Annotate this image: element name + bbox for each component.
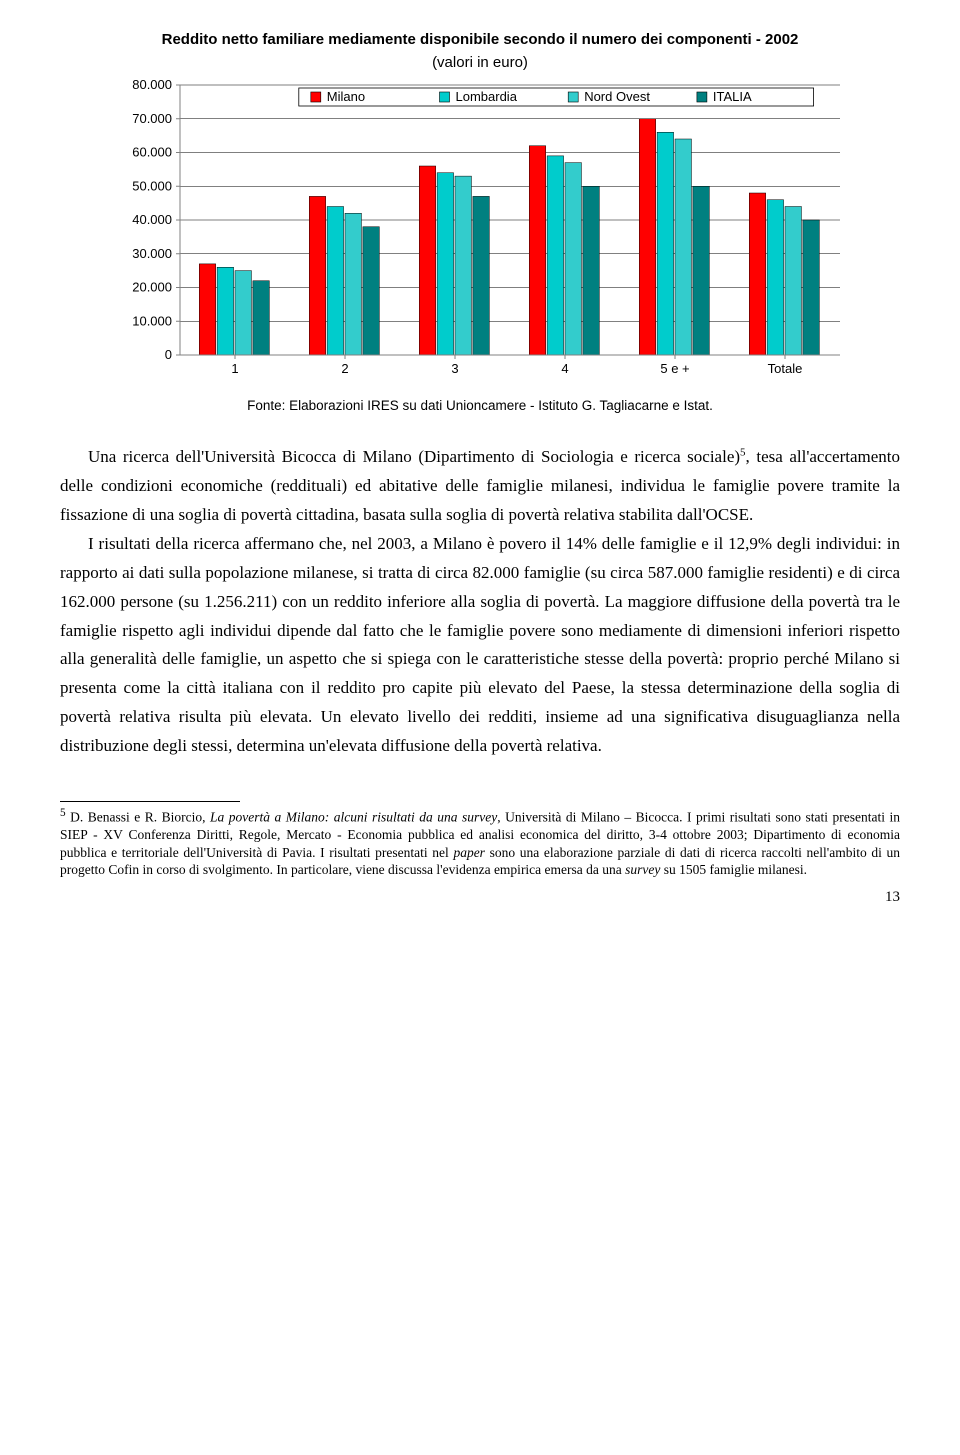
footnote-text-d: paper	[453, 845, 485, 860]
svg-text:40.000: 40.000	[132, 212, 172, 227]
svg-text:70.000: 70.000	[132, 111, 172, 126]
svg-text:1: 1	[231, 361, 238, 376]
svg-text:10.000: 10.000	[132, 314, 172, 329]
chart-source: Fonte: Elaborazioni IRES su dati Unionca…	[60, 398, 900, 413]
chart-title: Reddito netto familiare mediamente dispo…	[60, 30, 900, 50]
svg-text:30.000: 30.000	[132, 246, 172, 261]
footnote-text-b: La povertà a Milano: alcuni risultati da…	[210, 810, 497, 825]
svg-text:5 e +: 5 e +	[660, 361, 689, 376]
svg-text:ITALIA: ITALIA	[713, 89, 752, 104]
chart-container: 0 10.000 20.000 30.000 40.000 50.000 60.000 70.…	[110, 79, 850, 384]
grouped-bar-chart: 0 10.000 20.000 30.000 40.000 50.000 60.000 70.…	[110, 79, 850, 379]
chart-subtitle: (valori in euro)	[60, 54, 900, 71]
footnote-text-g: su 1505 famiglie milanesi.	[660, 862, 807, 877]
svg-text:50.000: 50.000	[132, 179, 172, 194]
svg-text:Nord Ovest: Nord Ovest	[584, 89, 650, 104]
svg-text:Milano: Milano	[327, 89, 365, 104]
svg-text:60.000: 60.000	[132, 145, 172, 160]
page-number: 13	[60, 889, 900, 906]
svg-text:20.000: 20.000	[132, 280, 172, 295]
paragraph-2: I risultati della ricerca affermano che,…	[60, 530, 900, 761]
svg-text:Totale: Totale	[768, 361, 803, 376]
paragraph-1: Una ricerca dell'Università Bicocca di M…	[60, 443, 900, 530]
footnote-text-f: survey	[625, 862, 660, 877]
svg-text:80.000: 80.000	[132, 79, 172, 92]
svg-text:Lombardia: Lombardia	[456, 89, 518, 104]
svg-text:4: 4	[561, 361, 568, 376]
svg-text:3: 3	[451, 361, 458, 376]
footnote-5: 5 D. Benassi e R. Biorcio, La povertà a …	[60, 806, 900, 879]
svg-text:2: 2	[341, 361, 348, 376]
svg-text:0: 0	[165, 347, 172, 362]
footnote-text-a: D. Benassi e R. Biorcio,	[66, 810, 210, 825]
paragraph-1a: Una ricerca dell'Università Bicocca di M…	[88, 447, 740, 466]
footnote-rule	[60, 801, 240, 802]
